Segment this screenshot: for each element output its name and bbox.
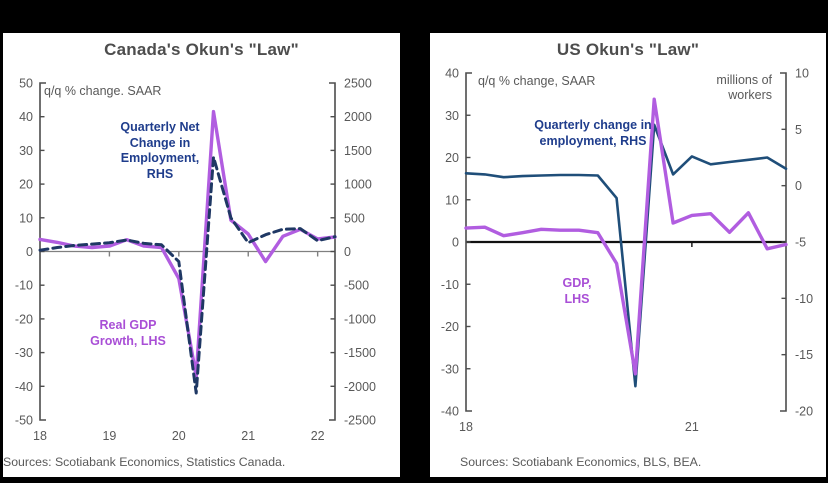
svg-text:-500: -500: [344, 279, 369, 293]
series-us-gdp-lhs: [464, 97, 788, 376]
right-axis: 2500 2000 1500 1000 500 0 -500 -1000 -1500 -2000 -…: [329, 77, 376, 428]
x-axis-labels: 18 21: [459, 420, 699, 434]
svg-text:40: 40: [445, 67, 459, 81]
svg-text:10: 10: [445, 193, 459, 207]
svg-text:21: 21: [685, 420, 699, 434]
svg-text:50: 50: [19, 77, 33, 91]
svg-text:20: 20: [172, 429, 186, 443]
svg-text:1000: 1000: [344, 178, 372, 192]
svg-text:40: 40: [19, 110, 33, 124]
svg-text:0: 0: [795, 179, 802, 193]
svg-text:-50: -50: [15, 414, 33, 428]
svg-text:5: 5: [795, 123, 802, 137]
canada-chart-panel: Canada's Okun's "Law" 50 40 30 20 10 0 -10 -20 -…: [3, 33, 400, 477]
svg-text:30: 30: [445, 109, 459, 123]
svg-text:-40: -40: [441, 405, 459, 419]
svg-text:-20: -20: [15, 312, 33, 326]
svg-text:30: 30: [19, 144, 33, 158]
svg-text:2500: 2500: [344, 77, 372, 91]
svg-text:-20: -20: [795, 405, 813, 419]
svg-text:0: 0: [26, 245, 33, 259]
canada-axis-unit-note: q/q % change. SAAR: [44, 84, 162, 98]
canada-gdp-series-label: Real GDP Growth, LHS: [90, 318, 166, 348]
canada-okun-chart: 50 40 30 20 10 0 -10 -20 -30 -40 -50 2500 2000 1500 10…: [15, 77, 376, 444]
svg-text:18: 18: [459, 420, 473, 434]
svg-text:18: 18: [33, 429, 47, 443]
us-axis-unit-note: q/q % change, SAAR: [478, 74, 596, 88]
us-chart-title: US Okun's "Law": [556, 40, 700, 59]
svg-text:-30: -30: [441, 362, 459, 376]
series-us-employment-change-rhs: [464, 123, 788, 388]
us-gdp-series-label: GDP, LHS: [562, 276, 592, 306]
svg-text:1500: 1500: [344, 144, 372, 158]
svg-text:10: 10: [19, 211, 33, 225]
svg-text:-10: -10: [441, 278, 459, 292]
svg-text:-10: -10: [15, 279, 33, 293]
svg-text:-1500: -1500: [344, 346, 376, 360]
svg-text:-40: -40: [15, 380, 33, 394]
svg-text:500: 500: [344, 211, 365, 225]
us-right-axis-unit-note: millions of workers: [716, 73, 772, 102]
us-source-text: Sources: Scotiabank Economics, BLS, BEA.: [460, 455, 702, 469]
svg-text:-2500: -2500: [344, 414, 376, 428]
canada-chart-title: Canada's Okun's "Law": [104, 40, 299, 59]
svg-text:10: 10: [795, 67, 809, 81]
canada-source-text: Sources: Scotiabank Economics, Statistic…: [3, 455, 286, 469]
canada-employment-series-label: Quarterly Net Change in Employment, RHS: [120, 120, 200, 181]
left-axis: 40 30 20 10 0 -10 -20 -30 -40: [441, 67, 472, 419]
svg-text:-5: -5: [795, 236, 806, 250]
series-employment-net-change-rhs: [38, 155, 337, 395]
svg-text:-10: -10: [795, 292, 813, 306]
svg-text:0: 0: [452, 236, 459, 250]
left-axis: 50 40 30 20 10 0 -10 -20 -30 -40 -50: [15, 77, 46, 428]
svg-text:-20: -20: [441, 320, 459, 334]
svg-text:21: 21: [241, 429, 255, 443]
svg-text:22: 22: [311, 429, 325, 443]
us-chart-panel: US Okun's "Law" 40 30 20 10 0 -10 -20 -30 -40 10 5…: [430, 33, 826, 477]
svg-text:2000: 2000: [344, 110, 372, 124]
svg-text:0: 0: [344, 245, 351, 259]
svg-text:-1000: -1000: [344, 312, 376, 326]
us-employment-series-label: Quarterly change in employment, RHS: [534, 118, 652, 148]
right-axis: 10 5 0 -5 -10 -15 -20: [780, 67, 813, 419]
x-axis-labels: 18 19 20 21 22: [33, 429, 325, 443]
svg-text:-30: -30: [15, 346, 33, 360]
svg-text:20: 20: [445, 151, 459, 165]
x-axis-ticks: [108, 251, 319, 257]
svg-text:20: 20: [19, 178, 33, 192]
svg-text:-2000: -2000: [344, 380, 376, 394]
svg-text:19: 19: [102, 429, 116, 443]
svg-text:-15: -15: [795, 348, 813, 362]
